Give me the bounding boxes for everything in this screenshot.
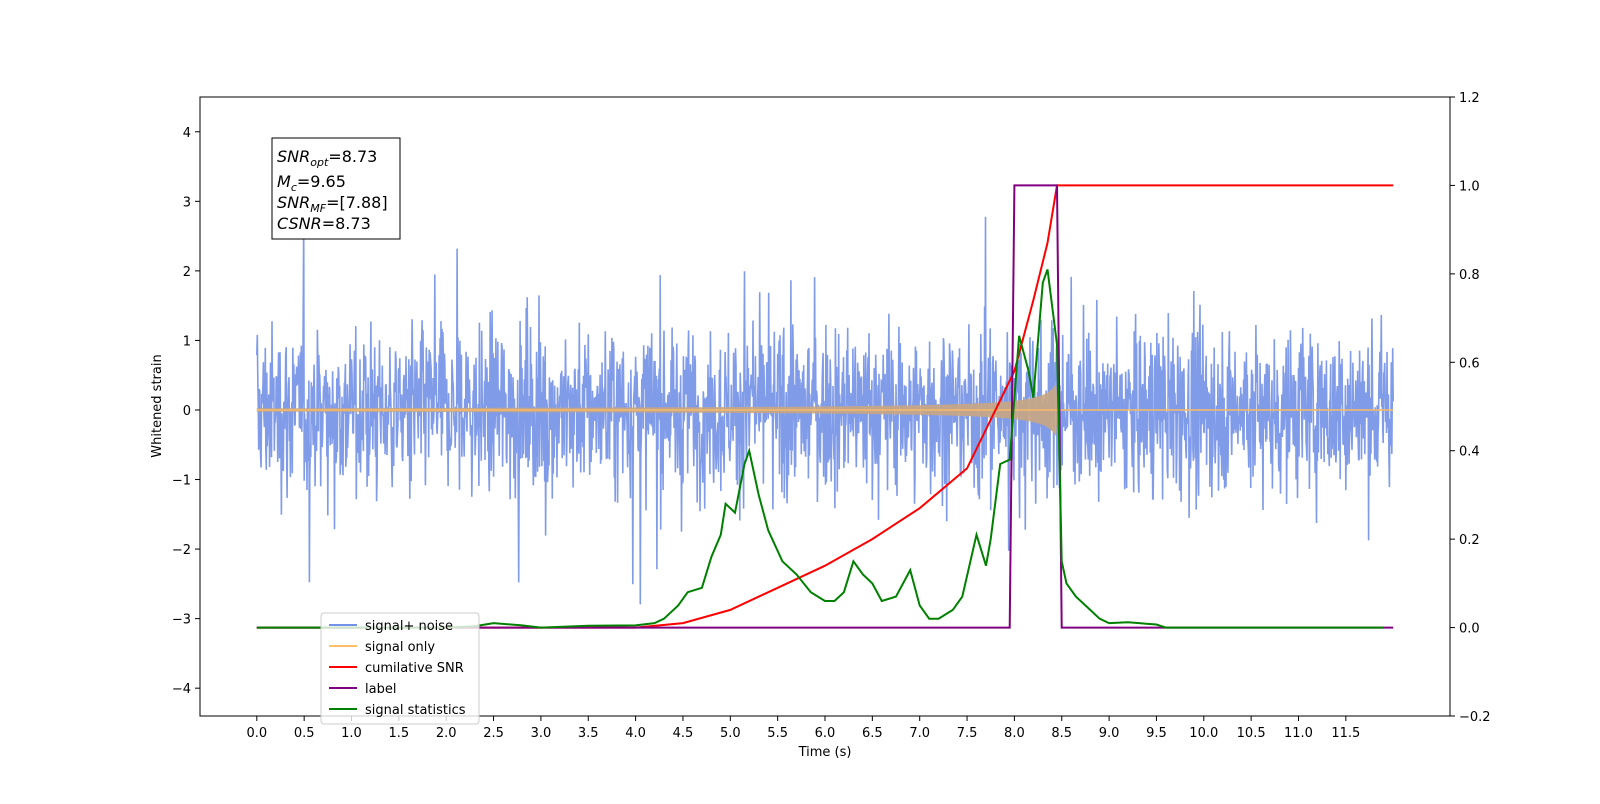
x-tick-label: 6.0 bbox=[815, 726, 836, 741]
legend-item: label bbox=[329, 682, 396, 697]
y-tick-label: 4 bbox=[183, 126, 191, 141]
stat-mc: Mc=9.65 bbox=[277, 172, 346, 194]
x-axis-label: Time (s) bbox=[798, 745, 852, 760]
y2-tick-label: 0.0 bbox=[1459, 622, 1480, 637]
x-tick-label: 3.0 bbox=[531, 726, 552, 741]
x-tick-label: 3.5 bbox=[578, 726, 599, 741]
legend-label: cumilative SNR bbox=[365, 661, 464, 676]
x-tick-label: 7.0 bbox=[909, 726, 930, 741]
y2-tick-label: 0.2 bbox=[1459, 533, 1480, 548]
y-tick-label: −3 bbox=[172, 613, 191, 628]
series-label bbox=[256, 184, 1394, 629]
x-tick-label: 5.5 bbox=[767, 726, 788, 741]
stat-snr-opt: SNRopt=8.73 bbox=[277, 147, 377, 169]
stat-csnr: CSNR=8.73 bbox=[277, 214, 371, 233]
y2-tick-label: 1.0 bbox=[1459, 179, 1480, 194]
x-tick-label: 11.5 bbox=[1331, 726, 1360, 741]
x-tick-label: 9.5 bbox=[1146, 726, 1167, 741]
y-tick-label: −1 bbox=[172, 474, 191, 489]
legend-item: cumilative SNR bbox=[329, 661, 464, 676]
plot-area bbox=[256, 184, 1394, 629]
series-cumulative-snr bbox=[256, 184, 1394, 629]
x-tick-label: 10.0 bbox=[1189, 726, 1218, 741]
x-tick-label: 11.0 bbox=[1284, 726, 1313, 741]
x-tick-label: 2.0 bbox=[436, 726, 457, 741]
legend-label: signal+ noise bbox=[365, 619, 453, 634]
y-tick-label: −4 bbox=[172, 682, 191, 697]
y-tick-label: −2 bbox=[172, 543, 191, 558]
legend-item: signal only bbox=[329, 640, 435, 655]
y2-tick-label: 0.8 bbox=[1459, 268, 1480, 283]
x-tick-label: 2.5 bbox=[483, 726, 504, 741]
x-tick-label: 1.0 bbox=[341, 726, 362, 741]
x-tick-label: 8.0 bbox=[1004, 726, 1025, 741]
legend-item: signal+ noise bbox=[329, 619, 453, 634]
x-tick-label: 4.0 bbox=[625, 726, 646, 741]
y2-tick-label: 0.6 bbox=[1459, 356, 1480, 371]
legend-item: signal statistics bbox=[329, 703, 466, 718]
x-tick-label: 10.5 bbox=[1237, 726, 1266, 741]
legend-label: signal only bbox=[365, 640, 435, 655]
series-signal-statistics bbox=[256, 269, 1384, 629]
x-tick-label: 9.0 bbox=[1099, 726, 1120, 741]
y-tick-label: 3 bbox=[183, 195, 191, 210]
x-tick-label: 6.5 bbox=[862, 726, 883, 741]
y2-tick-label: −0.2 bbox=[1459, 710, 1491, 725]
x-tick-label: 0.0 bbox=[246, 726, 267, 741]
y-tick-label: 1 bbox=[183, 334, 191, 349]
series-signal-noise bbox=[256, 216, 1394, 605]
x-tick-label: 5.0 bbox=[720, 726, 741, 741]
x-axis: 0.0 0.5 1.0 1.5 2.0 2.5 3.0 3.5 4.0 4.5 5.0 5.5 6.0 6… bbox=[246, 716, 1360, 741]
y-axis-label: Whitened strain bbox=[150, 354, 165, 457]
legend: signal+ noise signal only cumilative SNR… bbox=[320, 612, 480, 725]
x-tick-label: 4.5 bbox=[673, 726, 694, 741]
legend-label: label bbox=[365, 682, 396, 697]
x-tick-label: 8.5 bbox=[1051, 726, 1072, 741]
x-tick-label: 1.5 bbox=[389, 726, 410, 741]
x-tick-label: 0.5 bbox=[294, 726, 315, 741]
y-tick-label: 2 bbox=[183, 265, 191, 280]
legend-label: signal statistics bbox=[365, 703, 466, 718]
y-tick-label: 0 bbox=[183, 404, 191, 419]
stat-snr-mf: SNRMF=[7.88] bbox=[277, 193, 388, 215]
x-tick-label: 7.5 bbox=[957, 726, 978, 741]
y-axis-right: 1.2 1.0 0.8 0.6 0.4 0.2 0.0 −0.2 bbox=[1450, 91, 1491, 725]
y2-tick-label: 0.4 bbox=[1459, 445, 1480, 460]
y2-tick-label: 1.2 bbox=[1459, 91, 1480, 106]
y-axis-left: 4 3 2 1 0 −1 −2 −3 −4 bbox=[172, 126, 200, 697]
stats-box: SNRopt=8.73 Mc=9.65 SNRMF=[7.88] CSNR=8.… bbox=[271, 137, 401, 240]
